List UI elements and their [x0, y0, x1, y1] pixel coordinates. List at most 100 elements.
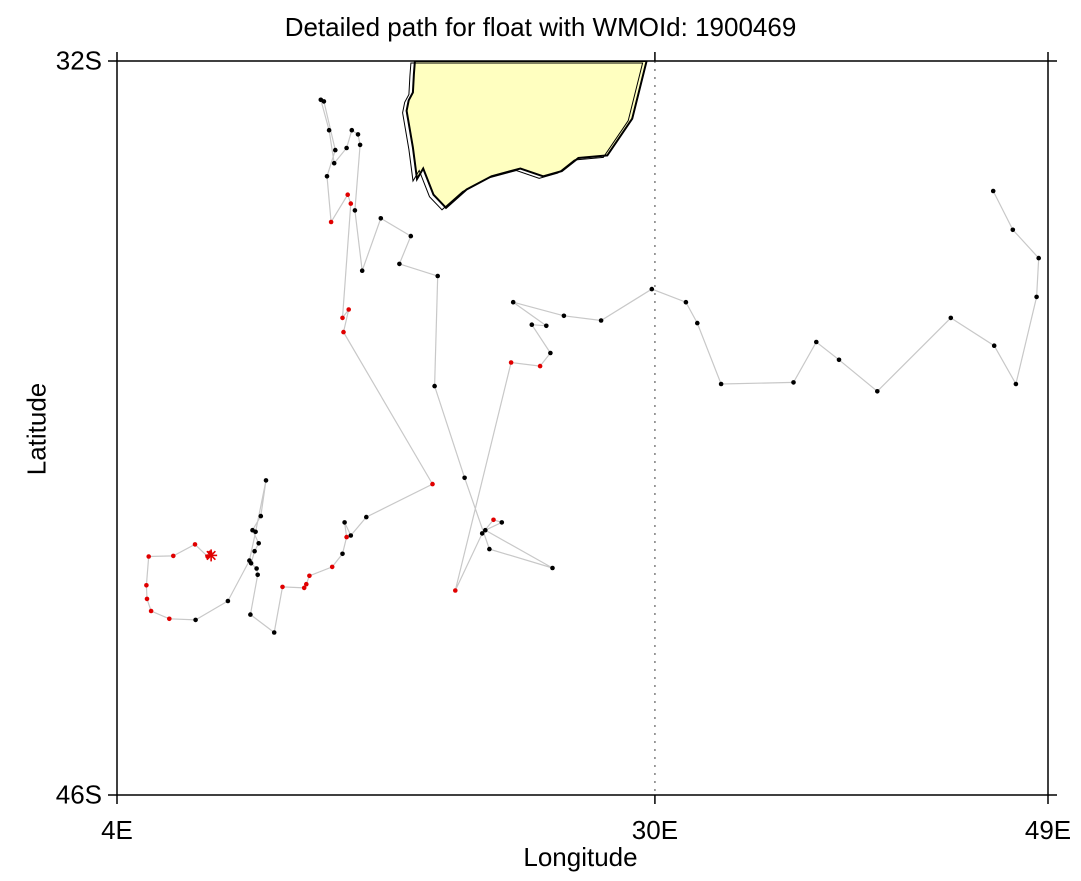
coastline-outline — [402, 62, 644, 211]
float-position-point — [990, 188, 996, 194]
float-position-point — [328, 219, 334, 225]
float-position-point — [483, 527, 488, 533]
float-position-point — [378, 216, 384, 221]
float-position-point — [537, 363, 543, 369]
float-position-point — [487, 546, 492, 552]
float-position-point — [146, 554, 151, 559]
float-position-point — [348, 533, 354, 538]
map-title: Detailed path for float with WMOId: 1900… — [284, 12, 797, 42]
float-position-point — [544, 323, 549, 329]
float-position-point — [344, 534, 349, 540]
float-position-point — [280, 584, 285, 590]
float-position-point — [649, 286, 655, 292]
float-position-point — [144, 583, 149, 588]
deployment-star-marker — [205, 549, 218, 562]
plot-border — [116, 60, 1049, 796]
float-position-point — [324, 174, 330, 179]
float-position-point — [341, 329, 346, 335]
float-position-point — [331, 160, 337, 166]
float-position-point — [462, 475, 467, 481]
float-position-point — [355, 132, 361, 137]
y-tick-label-32s: 32S — [55, 45, 102, 76]
float-position-point — [695, 320, 700, 326]
float-position-point — [359, 268, 365, 274]
float-position-point — [326, 127, 332, 133]
float-position-point — [307, 573, 312, 579]
float-position-point — [1036, 255, 1041, 261]
y-tick-label-46s: 46S — [55, 779, 102, 810]
float-position-point — [254, 566, 259, 571]
float-position-point — [991, 343, 997, 349]
float-position-point — [875, 389, 880, 394]
float-position-point — [333, 147, 338, 153]
float-position-point — [499, 520, 505, 525]
float-position-point — [529, 322, 535, 328]
float-position-point — [479, 531, 485, 536]
africa-landmass — [405, 61, 648, 210]
float-position-point — [271, 630, 277, 635]
float-position-point — [453, 588, 458, 593]
float-position-point — [144, 596, 150, 602]
float-position-point — [263, 478, 269, 483]
float-position-point — [171, 553, 176, 559]
float-position-point — [432, 383, 437, 389]
float-position-point — [349, 127, 355, 133]
float-position-point — [340, 551, 345, 557]
float-position-point — [167, 616, 172, 622]
float-position-point — [550, 565, 555, 571]
float-position-point — [318, 97, 324, 103]
float-position-point — [193, 617, 198, 623]
float-position-point — [814, 339, 819, 345]
float-position-point — [718, 381, 724, 387]
float-position-point — [510, 299, 516, 305]
float-position-point — [340, 315, 345, 321]
float-track — [145, 98, 1040, 634]
float-position-point — [598, 318, 604, 323]
float-position-point — [548, 350, 553, 356]
float-position-point — [435, 273, 441, 279]
x-tick-label-49e: 49E — [1024, 815, 1072, 845]
float-position-point — [256, 541, 262, 546]
float-position-point — [304, 581, 309, 587]
float-position-point — [301, 585, 307, 591]
float-position-point — [329, 564, 335, 570]
float-position-point — [683, 299, 689, 305]
float-position-point — [1010, 227, 1016, 233]
float-position-point — [348, 201, 354, 206]
float-position-point — [508, 360, 514, 365]
float-position-point — [1034, 294, 1039, 300]
float-position-point — [342, 520, 347, 525]
x-axis-title: Longitude — [523, 842, 638, 872]
float-position-point — [346, 307, 352, 312]
y-axis-title: Latitude — [21, 382, 52, 476]
float-position-point — [357, 142, 363, 148]
float-position-point — [255, 572, 260, 578]
float-position-point — [248, 561, 254, 566]
float-position-point — [344, 145, 349, 151]
float-position-point — [248, 612, 253, 617]
float-position-point — [250, 527, 255, 533]
float-position-point — [1013, 381, 1019, 387]
float-position-point — [148, 608, 154, 614]
float-position-point — [192, 542, 198, 547]
float-position-point — [430, 481, 435, 487]
float-position-point — [225, 598, 231, 604]
start-marker — [205, 549, 218, 562]
float-position-point — [352, 208, 358, 213]
float-position-point — [345, 192, 351, 197]
map-frame — [108, 52, 1057, 804]
float-position-point — [791, 380, 796, 385]
x-tick-label-4e: 4E — [101, 815, 133, 845]
float-position-point — [561, 313, 567, 319]
float-track-line — [145, 98, 1040, 634]
x-tick-label-30e: 30E — [631, 815, 679, 845]
float-position-point — [258, 513, 264, 519]
float-position-point — [948, 315, 954, 321]
float-position-point — [836, 357, 842, 363]
float-position-point — [252, 548, 257, 554]
land-layer — [402, 61, 648, 211]
float-position-point — [397, 261, 402, 267]
float-position-point — [364, 514, 369, 520]
float-positions — [144, 97, 1041, 635]
